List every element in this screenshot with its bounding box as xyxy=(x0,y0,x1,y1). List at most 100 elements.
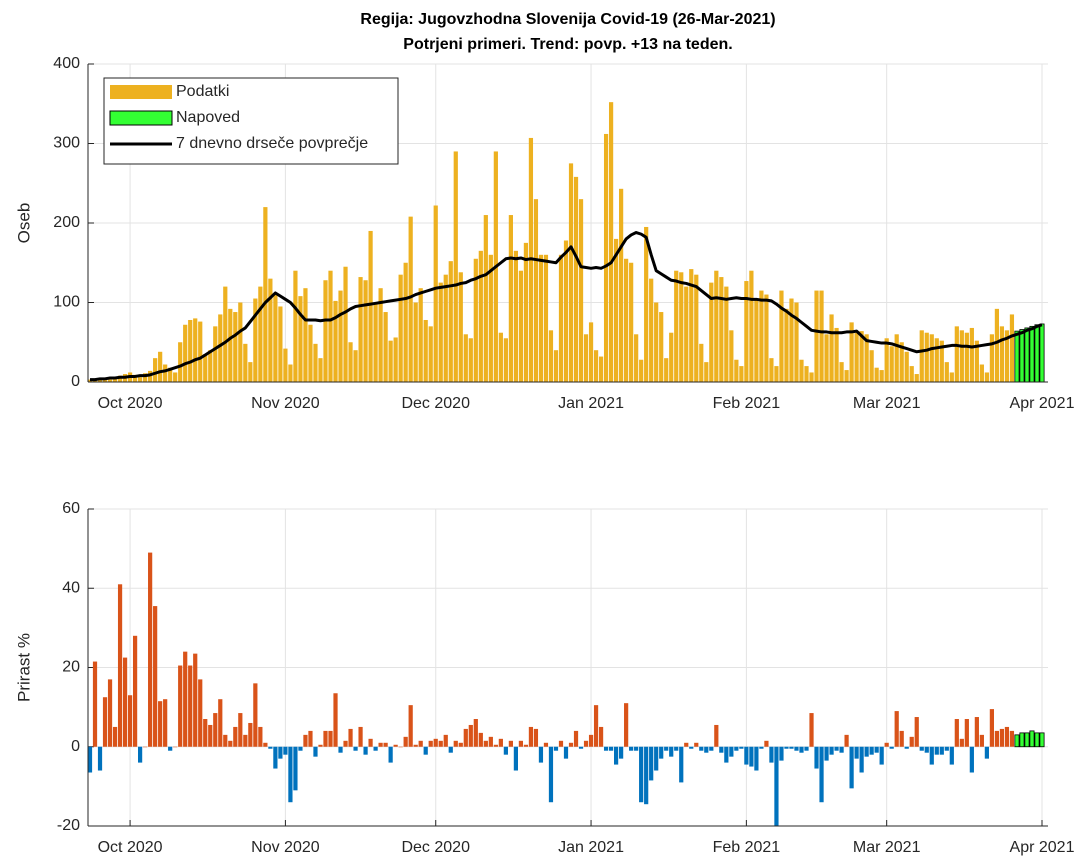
bar xyxy=(704,362,709,382)
bar xyxy=(769,358,774,382)
bar xyxy=(443,734,448,747)
bar xyxy=(1034,324,1040,383)
x-tick-label: Dec 2020 xyxy=(401,395,470,412)
bar xyxy=(809,713,814,747)
bar xyxy=(243,734,248,747)
bar xyxy=(243,343,248,382)
bar xyxy=(323,730,328,747)
bar xyxy=(198,321,203,382)
bar xyxy=(1009,314,1015,382)
bar xyxy=(213,326,218,382)
bar xyxy=(714,724,719,747)
bar xyxy=(453,151,458,382)
bar xyxy=(1014,330,1020,383)
bar xyxy=(614,238,619,382)
bar xyxy=(143,373,148,382)
bar xyxy=(829,746,834,755)
x-tick-label: Feb 2021 xyxy=(713,839,781,856)
bar xyxy=(448,261,453,382)
bar xyxy=(163,364,168,382)
x-tick-label: Oct 2020 xyxy=(98,839,163,856)
bar xyxy=(193,318,198,382)
x-tick-label: Feb 2021 xyxy=(713,395,781,412)
bar xyxy=(659,312,664,382)
bar xyxy=(193,653,198,747)
bar xyxy=(273,292,278,382)
bar xyxy=(138,377,143,382)
bar xyxy=(804,746,809,751)
bar xyxy=(523,744,529,747)
bar xyxy=(1024,732,1030,748)
bar xyxy=(328,270,333,382)
bar xyxy=(168,746,173,751)
bar xyxy=(984,372,989,382)
bar xyxy=(674,270,679,382)
bar xyxy=(914,374,919,382)
bar xyxy=(583,334,589,382)
bar xyxy=(588,734,594,747)
y-axis-label: Prirast % xyxy=(14,633,33,702)
bar xyxy=(979,364,984,382)
bar xyxy=(378,288,383,382)
bar xyxy=(789,746,794,749)
bar xyxy=(568,163,574,382)
bar xyxy=(323,280,328,382)
bar xyxy=(714,270,719,382)
bar xyxy=(313,343,318,382)
bar xyxy=(608,102,614,382)
bar xyxy=(518,270,524,382)
x-tick-label: Apr 2021 xyxy=(1010,839,1075,856)
bar xyxy=(754,299,759,382)
bar xyxy=(598,726,604,747)
bar xyxy=(418,288,423,382)
bar xyxy=(122,657,128,747)
bar xyxy=(393,744,398,747)
bar xyxy=(974,717,979,747)
bar xyxy=(799,746,804,753)
bar xyxy=(1034,732,1040,748)
bar xyxy=(999,326,1005,382)
bar xyxy=(724,746,729,763)
bar xyxy=(924,746,929,753)
bar xyxy=(423,746,428,755)
bar xyxy=(413,302,418,382)
bar xyxy=(634,746,639,751)
bar xyxy=(634,334,639,382)
bar xyxy=(518,740,524,747)
bar xyxy=(153,606,158,747)
bar xyxy=(969,327,974,382)
y-tick-label: 200 xyxy=(53,214,80,231)
bar xyxy=(944,746,949,751)
bar xyxy=(754,746,759,771)
bar xyxy=(914,717,919,747)
bar xyxy=(724,286,729,382)
bar xyxy=(408,216,413,382)
bar xyxy=(739,746,744,749)
bar xyxy=(493,744,498,747)
bar xyxy=(158,351,163,382)
bar xyxy=(308,730,313,747)
bar xyxy=(448,746,453,753)
bar xyxy=(694,274,699,382)
bar xyxy=(759,746,764,749)
bar xyxy=(138,746,143,763)
bar xyxy=(669,746,674,757)
bar xyxy=(92,661,98,747)
bar xyxy=(183,324,188,382)
bar xyxy=(934,338,939,382)
bar xyxy=(959,738,964,747)
bar xyxy=(759,290,764,382)
bar xyxy=(548,746,554,803)
x-tick-label: Mar 2021 xyxy=(853,839,921,856)
bar xyxy=(719,277,724,382)
bar xyxy=(298,296,303,382)
bar xyxy=(654,302,659,382)
bar xyxy=(112,378,118,382)
bar xyxy=(173,746,178,748)
bar xyxy=(939,340,944,382)
bar xyxy=(864,334,869,382)
bar xyxy=(904,746,909,749)
bar xyxy=(894,711,899,747)
bar xyxy=(694,742,699,747)
bar xyxy=(173,372,178,382)
